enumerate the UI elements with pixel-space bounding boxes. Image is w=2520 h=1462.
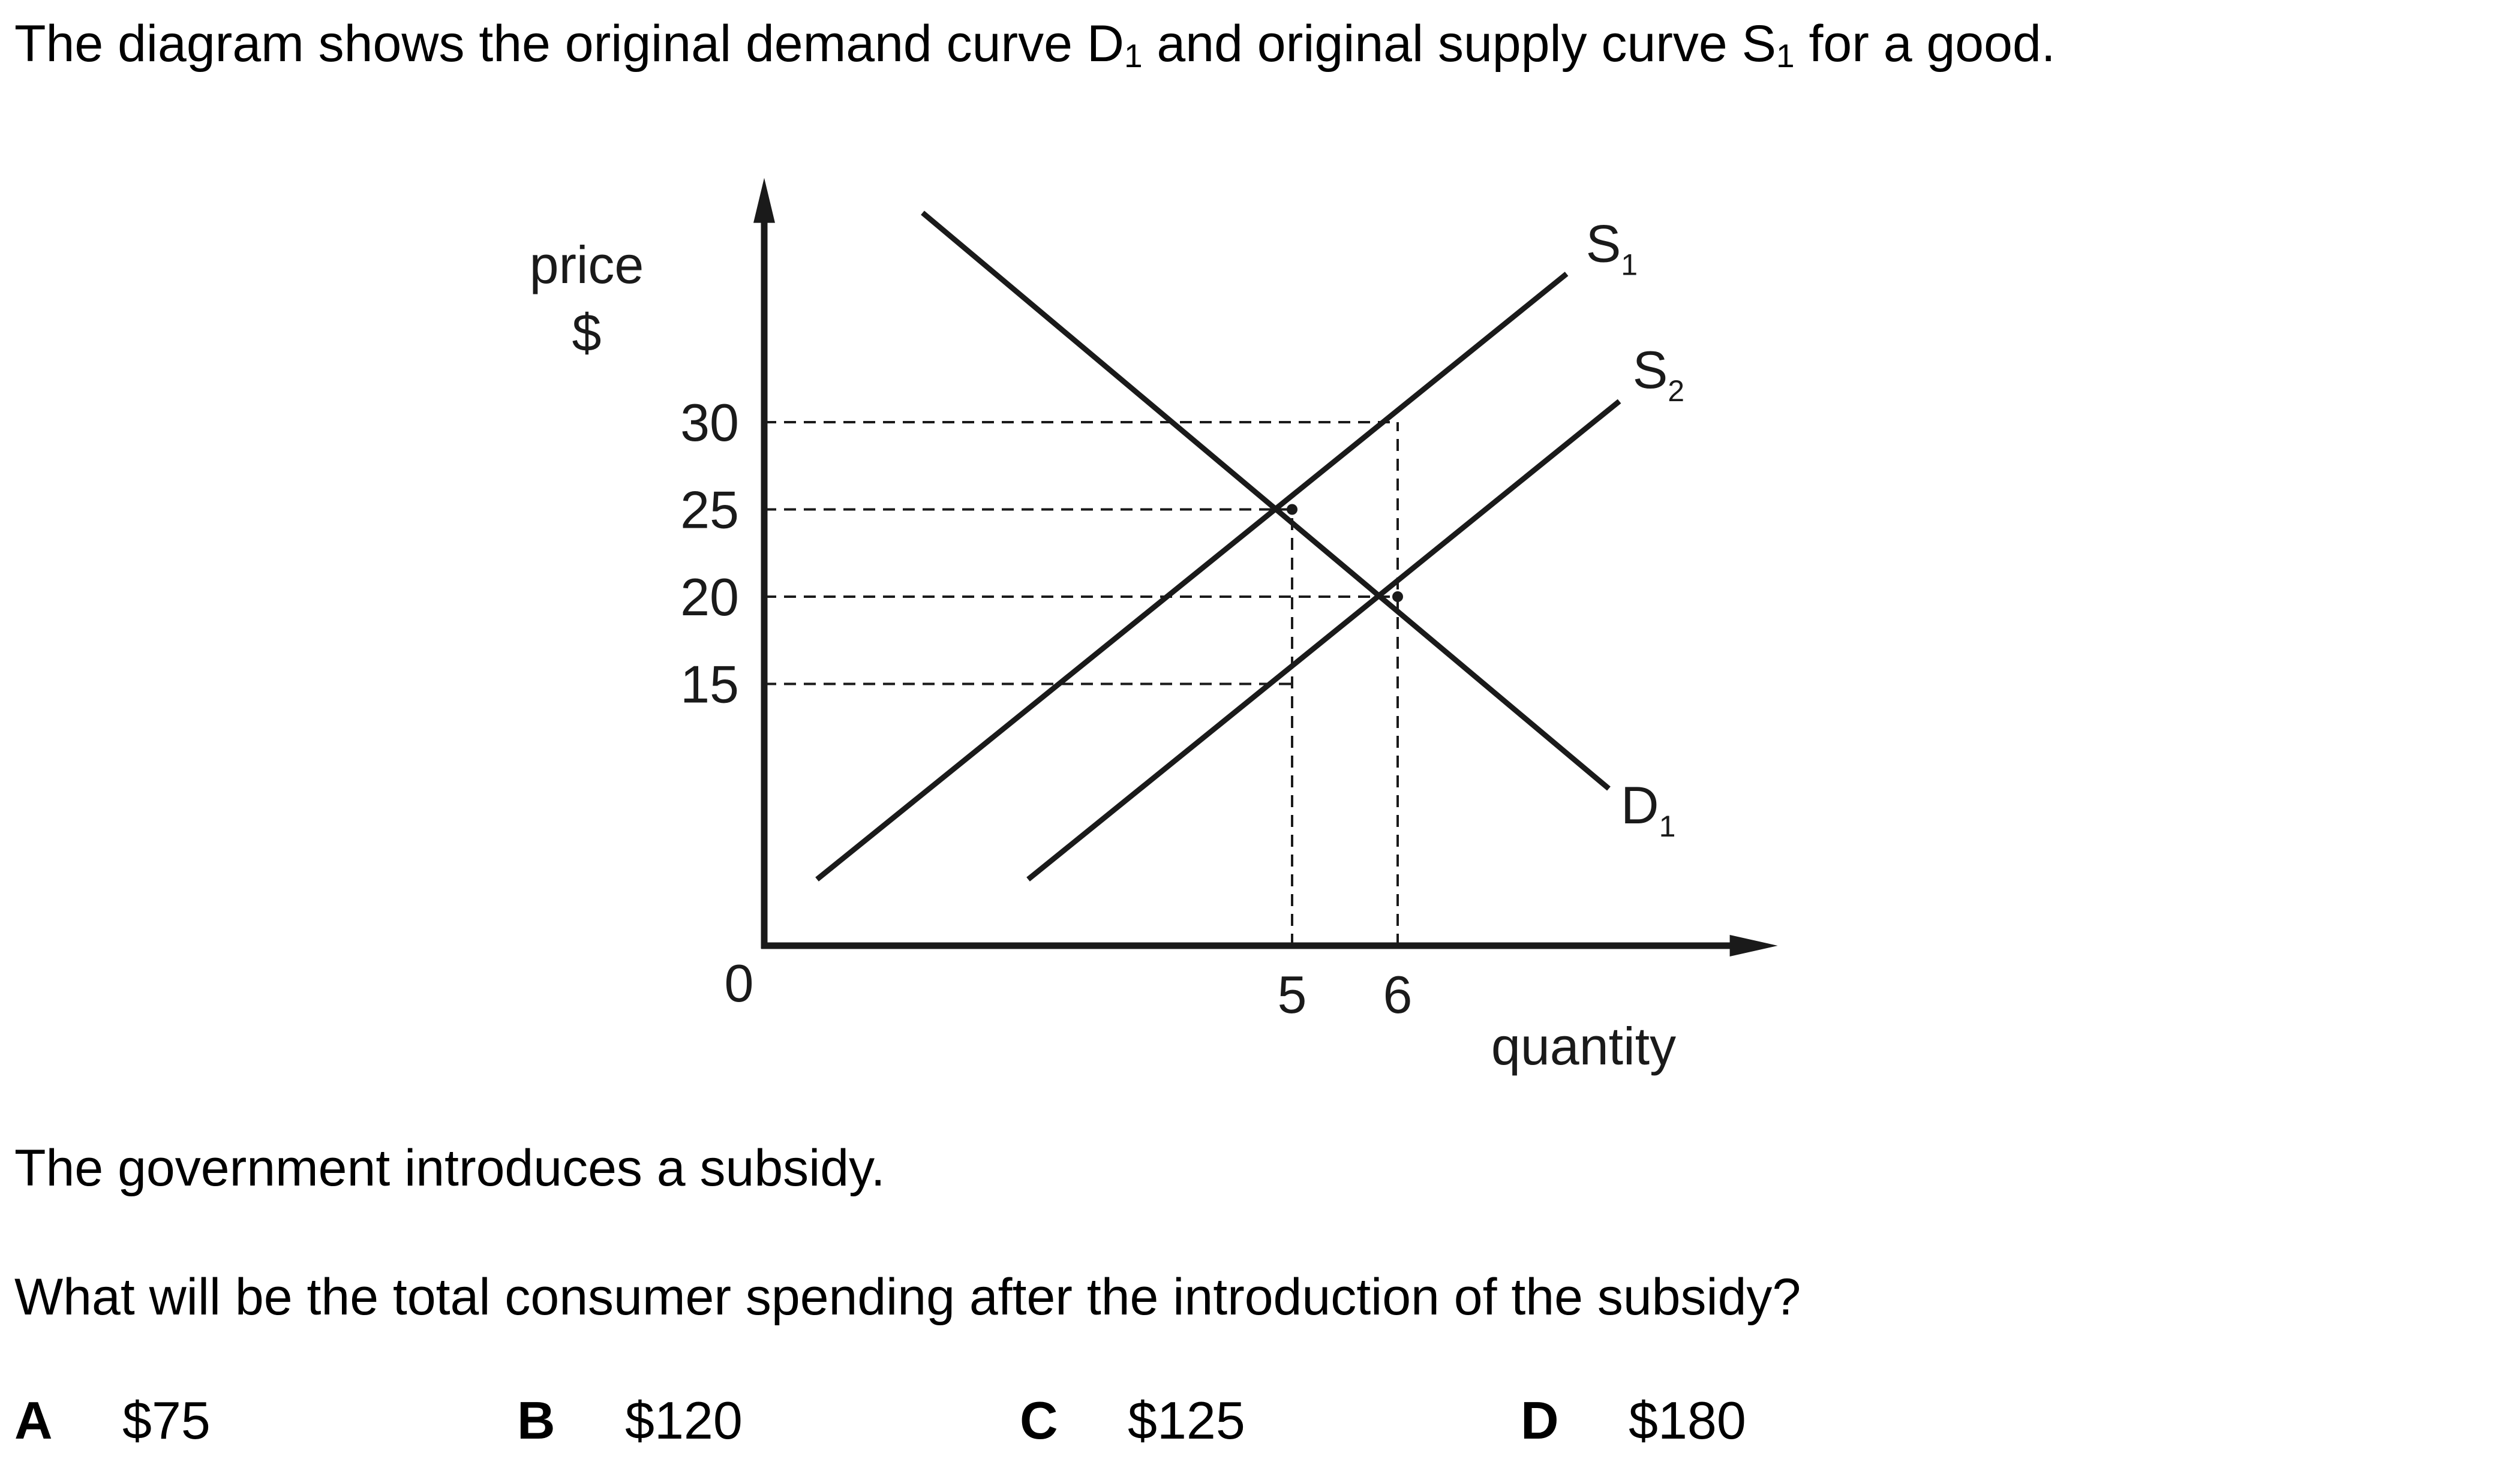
y-tick-label-20: 20: [680, 567, 739, 627]
curve-label-d1: D1: [1621, 775, 1675, 843]
answer-options: A $75 B $120 C $125 D $180: [0, 1390, 2520, 1462]
curves: S1 S2 D1: [815, 210, 1685, 882]
chart-labels: price $ quantity 0 30 25 20 15 5 6: [530, 235, 1676, 1076]
curve-d1: [921, 210, 1611, 791]
option-a-letter: A: [14, 1391, 53, 1450]
x-tick-label-6: 6: [1383, 965, 1413, 1024]
question-text: What will be the total consumer spending…: [14, 1268, 1801, 1326]
x-axis-arrowhead: [1729, 935, 1778, 956]
option-c-value: $125: [1128, 1391, 1245, 1450]
origin-label: 0: [725, 953, 754, 1013]
option-b-letter: B: [517, 1391, 555, 1450]
y-tick-label-25: 25: [680, 480, 739, 540]
curve-label-s2: S2: [1633, 340, 1685, 408]
x-axis-label: quantity: [1491, 1016, 1676, 1076]
intro-s-subscript: 1: [1776, 37, 1795, 74]
option-d-letter: D: [1521, 1391, 1559, 1450]
y-axis-label: price: [530, 235, 644, 294]
y-tick-label-30: 30: [680, 393, 739, 452]
option-b-value: $120: [625, 1391, 743, 1450]
y-axis-unit: $: [572, 303, 602, 362]
intro-after: for a good.: [1794, 15, 2056, 73]
y-tick-label-15: 15: [680, 655, 739, 714]
y-axis-arrowhead: [753, 178, 775, 223]
guide-lines: [764, 421, 1399, 946]
intersection-point-1: [1392, 591, 1403, 602]
option-a-value: $75: [122, 1391, 211, 1450]
curve-label-sub-s2: 2: [1668, 374, 1684, 408]
intro-middle: and original supply curve S: [1142, 15, 1777, 73]
option-d-value: $180: [1629, 1391, 1746, 1450]
intro-text: The diagram shows the original demand cu…: [14, 18, 2056, 73]
curve-label-sub-s1: 1: [1621, 248, 1638, 282]
statement-text: The government introduces a subsidy.: [14, 1139, 885, 1197]
intro-d-subscript: 1: [1124, 37, 1143, 74]
curve-s2: [1026, 399, 1621, 882]
curve-s1: [815, 272, 1569, 882]
option-c-letter: C: [1020, 1391, 1058, 1450]
x-tick-label-5: 5: [1278, 965, 1307, 1024]
curve-label-s1: S1: [1586, 214, 1638, 282]
intro-before-d: The diagram shows the original demand cu…: [14, 15, 1124, 73]
curve-label-sub-d1: 1: [1659, 810, 1676, 843]
intersection-point-0: [1287, 504, 1297, 515]
axes: [753, 178, 1778, 956]
